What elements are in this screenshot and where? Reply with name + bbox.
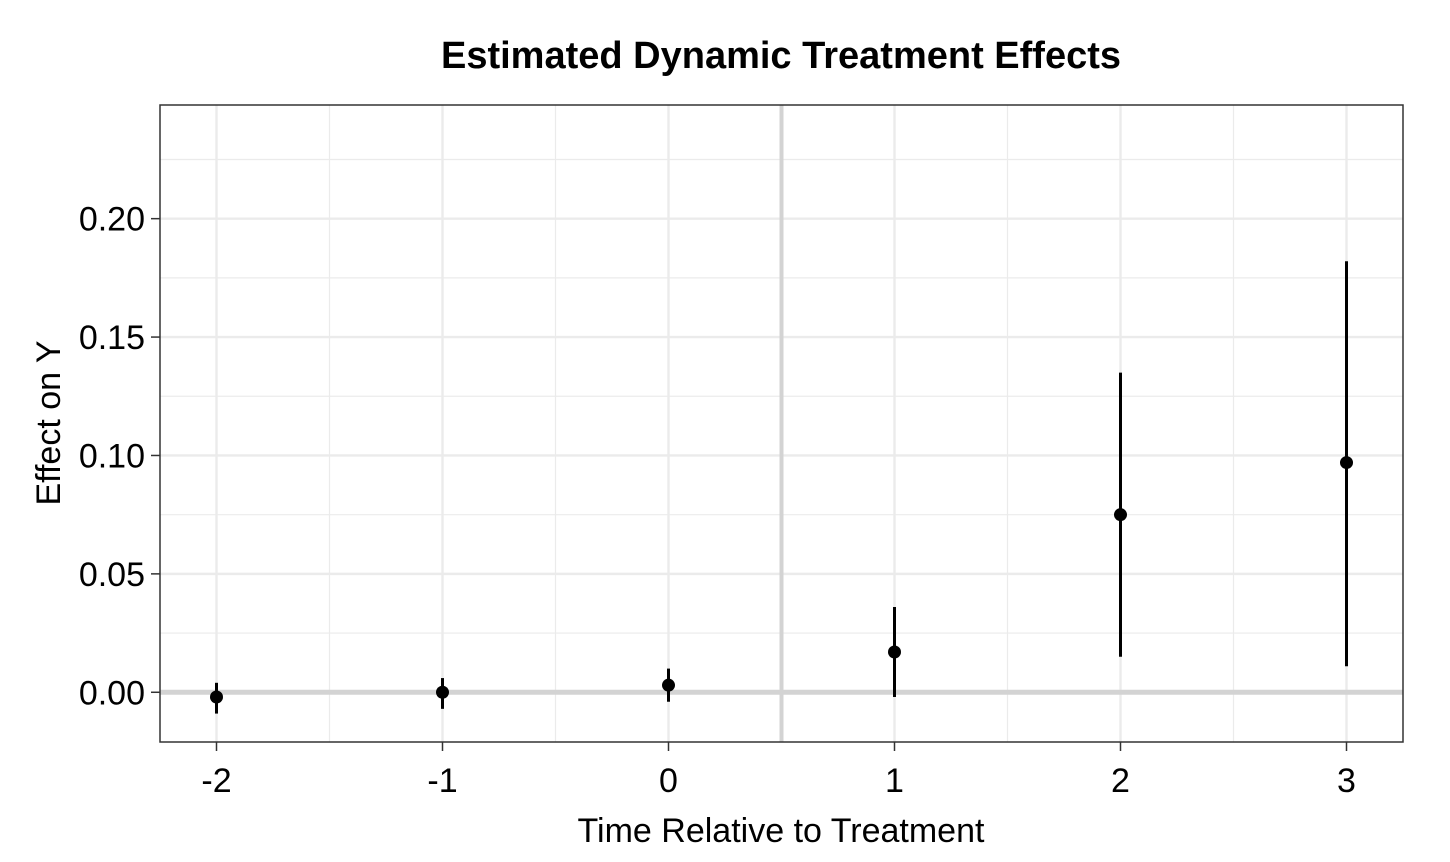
y-axis-title: Effect on Y: [30, 340, 68, 505]
x-axis-title: Time Relative to Treatment: [578, 812, 985, 850]
panel-border: [159, 104, 1404, 743]
axis-layer: 0.00 0.05 0.10 0.15 0.20 -2 -1 0 1 2 3: [79, 201, 1356, 800]
x-tick-label: -2: [201, 762, 231, 800]
y-tick-label: 0.10: [79, 437, 145, 475]
y-tick-label: 0.00: [79, 674, 145, 712]
x-tick-label: -1: [427, 762, 457, 800]
estimate-point: [1340, 456, 1353, 470]
y-tick-label: 0.20: [79, 201, 145, 239]
data-layer: [210, 261, 1353, 714]
y-tick-label: 0.05: [79, 556, 145, 594]
reference-line-layer: [160, 105, 1403, 742]
x-tick-label: 2: [1111, 762, 1130, 800]
estimate-point: [1114, 508, 1127, 522]
x-tick-label: 0: [659, 762, 678, 800]
chart-title: Estimated Dynamic Treatment Effects: [441, 35, 1121, 77]
y-tick-label: 0.15: [79, 319, 145, 357]
estimate-point: [436, 685, 449, 699]
estimate-point: [662, 678, 675, 692]
x-tick-label: 3: [1337, 762, 1356, 800]
estimate-point: [888, 645, 901, 659]
estimate-point: [210, 690, 223, 704]
x-tick-label: 1: [885, 762, 904, 800]
